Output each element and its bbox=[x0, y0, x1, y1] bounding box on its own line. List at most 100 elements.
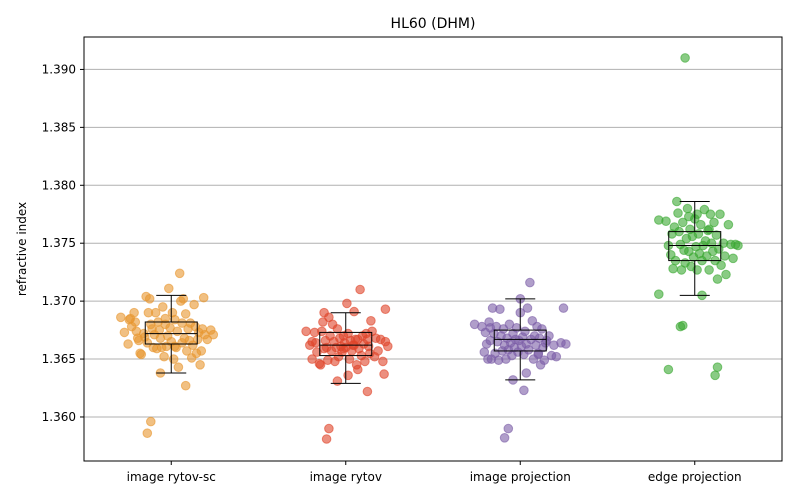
data-point bbox=[355, 284, 365, 295]
data-point bbox=[733, 240, 743, 251]
data-point bbox=[682, 203, 693, 214]
data-point bbox=[343, 370, 353, 381]
data-point bbox=[704, 265, 714, 275]
chart-title: HL60 (DHM) bbox=[391, 16, 476, 32]
data-point bbox=[123, 339, 133, 349]
data-point bbox=[521, 368, 532, 378]
data-point bbox=[125, 313, 136, 324]
data-point bbox=[150, 307, 161, 318]
x-tick-label: edge projection bbox=[648, 470, 742, 484]
y-tick-label: 1.360 bbox=[42, 410, 76, 424]
box-plot bbox=[319, 312, 373, 384]
data-point bbox=[696, 219, 706, 230]
data-point bbox=[174, 268, 185, 279]
data-point bbox=[709, 217, 719, 228]
data-point bbox=[551, 351, 562, 362]
data-point bbox=[380, 304, 391, 315]
data-point bbox=[324, 423, 334, 434]
box-body bbox=[319, 331, 373, 357]
data-point bbox=[182, 346, 192, 356]
data-point bbox=[144, 294, 155, 304]
data-point bbox=[378, 356, 388, 367]
data-point bbox=[307, 354, 317, 364]
data-point bbox=[198, 292, 209, 303]
data-point bbox=[678, 320, 688, 331]
data-point bbox=[710, 370, 720, 381]
y-tick-label: 1.390 bbox=[42, 62, 76, 76]
data-point bbox=[360, 356, 370, 367]
data-point bbox=[317, 326, 327, 337]
box-plot bbox=[493, 298, 547, 381]
data-point bbox=[663, 364, 674, 375]
data-point bbox=[495, 304, 505, 315]
x-tick-label: image projection bbox=[470, 470, 571, 484]
data-point bbox=[704, 224, 714, 235]
y-tick-label: 1.375 bbox=[42, 236, 76, 250]
data-point bbox=[712, 274, 723, 284]
data-point bbox=[712, 362, 723, 373]
data-point bbox=[379, 369, 389, 379]
data-point bbox=[485, 323, 496, 333]
y-tick-label: 1.380 bbox=[42, 178, 76, 192]
data-point bbox=[728, 253, 738, 264]
data-point bbox=[168, 354, 179, 364]
data-point bbox=[349, 306, 359, 317]
data-point bbox=[684, 211, 694, 222]
data-point bbox=[332, 376, 343, 386]
data-point bbox=[136, 349, 147, 360]
data-point bbox=[159, 351, 169, 362]
data-point bbox=[383, 341, 393, 352]
data-point bbox=[119, 327, 130, 338]
data-point bbox=[540, 338, 551, 348]
data-point bbox=[180, 309, 191, 319]
data-point bbox=[321, 434, 332, 444]
data-point bbox=[716, 260, 726, 271]
box-body bbox=[144, 321, 198, 345]
data-point bbox=[362, 386, 373, 397]
x-axis-ticks: image rytov-sc image rytov image projectio… bbox=[127, 461, 742, 484]
data-point bbox=[503, 423, 514, 434]
data-point bbox=[561, 339, 571, 349]
box-body bbox=[668, 231, 722, 262]
x-tick-label: image rytov-sc bbox=[127, 470, 216, 484]
data-point bbox=[366, 316, 376, 326]
data-point bbox=[533, 349, 544, 360]
data-point bbox=[353, 364, 363, 375]
x-tick-label: image rytov bbox=[310, 470, 382, 484]
data-point bbox=[178, 294, 189, 304]
data-point bbox=[146, 416, 156, 427]
data-point bbox=[208, 329, 219, 340]
data-point bbox=[499, 433, 510, 443]
y-tick-label: 1.385 bbox=[42, 120, 76, 134]
data-point bbox=[673, 208, 683, 218]
data-point bbox=[520, 326, 530, 337]
data-point bbox=[680, 53, 690, 63]
data-point bbox=[519, 385, 529, 396]
y-tick-label: 1.370 bbox=[42, 294, 76, 308]
box-plot bbox=[144, 294, 198, 374]
data-point bbox=[678, 217, 688, 228]
data-point bbox=[195, 360, 205, 370]
data-point bbox=[522, 303, 533, 313]
data-point bbox=[142, 428, 153, 439]
data-point bbox=[180, 380, 191, 391]
data-point bbox=[307, 336, 317, 347]
box-body bbox=[493, 329, 547, 352]
data-point bbox=[164, 283, 174, 294]
data-point bbox=[342, 298, 352, 309]
data-point bbox=[315, 360, 326, 370]
data-point bbox=[196, 346, 207, 356]
data-point bbox=[158, 302, 168, 312]
data-point bbox=[661, 216, 671, 226]
data-point bbox=[373, 346, 383, 356]
data-point bbox=[511, 323, 522, 333]
data-point bbox=[173, 362, 184, 373]
plot-frame bbox=[83, 36, 783, 462]
data-point bbox=[344, 354, 355, 364]
grid-lines bbox=[84, 68, 782, 418]
data-point bbox=[723, 219, 734, 230]
data-point bbox=[177, 338, 187, 348]
data-point bbox=[338, 343, 349, 354]
data-point bbox=[720, 251, 730, 261]
